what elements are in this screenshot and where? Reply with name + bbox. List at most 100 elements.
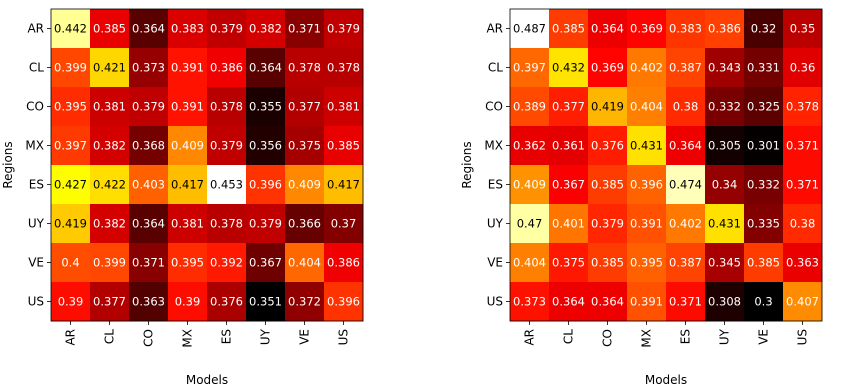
heatmap-cell <box>549 126 589 166</box>
heatmap-cell <box>207 282 247 322</box>
x-tick-label: UY <box>718 328 732 345</box>
cell-value-label: 0.376 <box>210 295 243 309</box>
cell-value-label: 0.372 <box>288 295 321 309</box>
cell-value-label: 0.404 <box>630 100 663 114</box>
heatmap-cell <box>51 9 91 49</box>
cell-value-label: 0.363 <box>132 295 165 309</box>
cell-value-label: 0.368 <box>132 139 165 153</box>
heatmap-cell <box>744 126 784 166</box>
cell-value-label: 0.371 <box>288 22 321 36</box>
heatmap-cell <box>129 9 169 49</box>
heatmap-cell <box>744 87 784 127</box>
cell-value-label: 0.382 <box>249 22 282 36</box>
y-tick-label: MX <box>25 139 44 153</box>
cell-value-label: 0.409 <box>171 139 204 153</box>
cell-value-label: 0.379 <box>591 217 624 231</box>
x-tick-label: CL <box>562 329 576 344</box>
heatmap-cell <box>246 48 286 88</box>
heatmap-cell <box>588 9 628 49</box>
heatmap-cell <box>510 204 550 244</box>
heatmap-cell <box>744 282 784 322</box>
cell-value-label: 0.453 <box>210 178 243 192</box>
cell-value-label: 0.381 <box>171 217 204 231</box>
heatmap-cell <box>285 126 325 166</box>
cell-value-label: 0.356 <box>249 139 282 153</box>
cell-value-label: 0.401 <box>552 217 585 231</box>
y-tick-label: US <box>487 295 503 309</box>
cell-value-label: 0.385 <box>552 22 585 36</box>
y-tick-label: CL <box>29 61 44 75</box>
heatmap-cell <box>207 9 247 49</box>
cell-value-label: 0.371 <box>132 256 165 270</box>
cell-value-label: 0.402 <box>630 61 663 75</box>
cell-value-label: 0.409 <box>513 178 546 192</box>
y-tick-label: AR <box>486 22 503 36</box>
cell-value-label: 0.371 <box>786 139 819 153</box>
heatmap-cell <box>246 282 286 322</box>
heatmap-cell <box>51 243 91 283</box>
cell-value-label: 0.403 <box>132 178 165 192</box>
cell-value-label: 0.351 <box>249 295 282 309</box>
cell-value-label: 0.39 <box>58 295 84 309</box>
cell-value-label: 0.335 <box>747 217 780 231</box>
heatmap-cell <box>246 126 286 166</box>
y-axis-title: Regions <box>460 141 474 188</box>
cell-value-label: 0.389 <box>513 100 546 114</box>
heatmap-cell <box>90 282 130 322</box>
cell-value-label: 0.383 <box>171 22 204 36</box>
heatmap-cell <box>627 9 667 49</box>
cell-value-label: 0.371 <box>786 178 819 192</box>
heatmap-cell <box>51 126 91 166</box>
heatmap-cell <box>627 243 667 283</box>
heatmap-cell <box>744 48 784 88</box>
heatmap-cell <box>324 204 364 244</box>
heatmap-cell <box>246 165 286 205</box>
x-tick-label: AR <box>64 329 78 346</box>
cell-value-label: 0.427 <box>54 178 87 192</box>
cell-value-label: 0.36 <box>790 61 816 75</box>
heatmap-cell <box>129 126 169 166</box>
x-tick-label: VE <box>298 329 312 345</box>
heatmap-cell <box>324 243 364 283</box>
heatmap-left: 0.442 0.385 0.364 0.383 0.379 0.382 0.371 0.379… <box>1 8 364 387</box>
cell-value-label: 0.345 <box>708 256 741 270</box>
y-tick-label: ES <box>488 178 503 192</box>
cell-value-label: 0.395 <box>54 100 87 114</box>
cell-value-label: 0.397 <box>513 61 546 75</box>
heatmap-cell <box>627 87 667 127</box>
heatmap-cell <box>783 243 823 283</box>
cell-value-label: 0.399 <box>93 256 126 270</box>
cell-value-label: 0.305 <box>708 139 741 153</box>
x-tick-label: ES <box>220 329 234 344</box>
x-axis-title: Models <box>645 373 687 387</box>
y-tick-label: VE <box>487 256 503 270</box>
heatmap-cell <box>549 48 589 88</box>
heatmap-cell <box>666 165 706 205</box>
cell-value-label: 0.386 <box>210 61 243 75</box>
heatmap-cell <box>90 87 130 127</box>
y-tick-label: CO <box>485 100 503 114</box>
heatmap-cell <box>129 48 169 88</box>
y-tick-label: US <box>28 295 44 309</box>
cell-value-label: 0.364 <box>132 22 165 36</box>
cell-value-label: 0.386 <box>708 22 741 36</box>
cell-value-label: 0.378 <box>786 100 819 114</box>
y-tick-label: UY <box>487 217 504 231</box>
cell-value-label: 0.332 <box>747 178 780 192</box>
heatmap-cell <box>246 87 286 127</box>
heatmap-cell <box>705 243 745 283</box>
heatmap-cell <box>588 126 628 166</box>
heatmap-cell <box>207 243 247 283</box>
cell-value-label: 0.395 <box>171 256 204 270</box>
heatmap-cell <box>285 87 325 127</box>
cell-value-label: 0.301 <box>747 139 780 153</box>
heatmap-cell <box>627 165 667 205</box>
cell-value-label: 0.378 <box>288 61 321 75</box>
heatmap-cell <box>666 204 706 244</box>
heatmap-cell <box>246 243 286 283</box>
heatmap-cell <box>207 48 247 88</box>
cell-value-label: 0.375 <box>288 139 321 153</box>
heatmap-cell <box>705 87 745 127</box>
heatmap-cell <box>588 165 628 205</box>
